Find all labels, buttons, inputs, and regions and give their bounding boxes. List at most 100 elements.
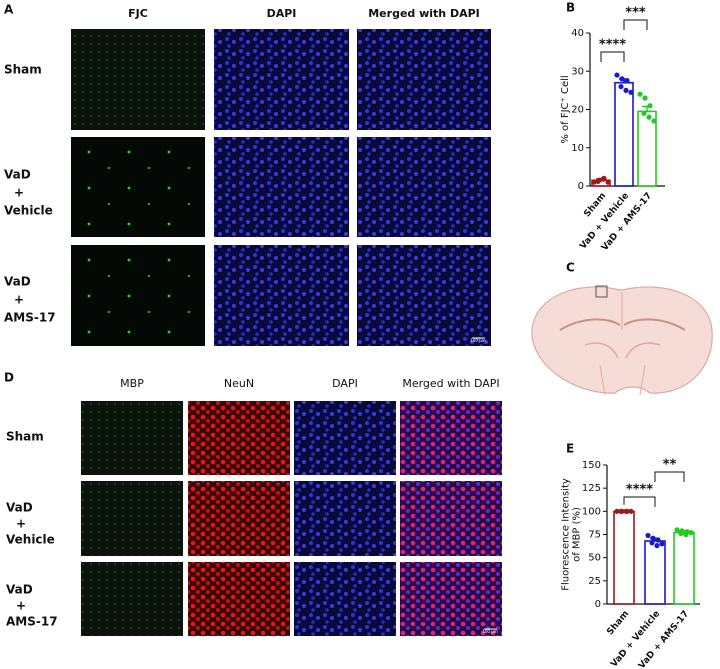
data-point xyxy=(628,508,634,514)
data-point xyxy=(647,103,653,109)
row-label: AMS-17 xyxy=(4,311,56,325)
brain-diagram xyxy=(531,285,713,396)
micrograph xyxy=(294,401,396,475)
significance-label: **** xyxy=(626,483,653,498)
significance-bracket xyxy=(623,19,648,30)
row-label: VaD xyxy=(6,501,33,515)
data-point xyxy=(619,76,625,82)
column-header: NeuN xyxy=(224,377,254,390)
column-header: Merged with DAPI xyxy=(368,7,480,20)
column-header: FJC xyxy=(128,7,148,20)
y-tick-label: 30 xyxy=(571,66,584,77)
data-point xyxy=(655,537,661,543)
panel-label: E xyxy=(566,442,574,456)
data-point xyxy=(600,176,606,182)
column-header: Merged with DAPI xyxy=(402,377,499,390)
y-axis-label: Fluorescence Intensity xyxy=(561,478,572,591)
micrograph xyxy=(71,29,205,130)
significance-bracket xyxy=(623,496,656,507)
column-header: DAPI xyxy=(332,377,358,390)
micrograph xyxy=(294,562,396,636)
y-tick-label: 0 xyxy=(595,599,601,610)
data-point xyxy=(659,541,665,547)
data-point xyxy=(641,110,647,116)
row-label: VaD xyxy=(4,275,31,289)
micrograph xyxy=(71,137,205,237)
bar xyxy=(673,531,695,605)
row-label: Vehicle xyxy=(4,204,53,218)
data-point xyxy=(618,83,624,90)
micrograph xyxy=(81,481,183,556)
significance-bracket xyxy=(654,471,685,482)
row-label: + xyxy=(14,293,24,307)
micrograph xyxy=(81,562,183,636)
significance-bracket xyxy=(600,51,625,62)
micrograph xyxy=(400,401,502,475)
data-point xyxy=(646,114,652,120)
y-axis-label: % of FJC⁺ Cell xyxy=(560,75,571,143)
scale-bar-label: 100 µm xyxy=(470,338,485,343)
data-point xyxy=(688,530,694,536)
data-point xyxy=(623,508,629,514)
panel-label: C xyxy=(566,261,575,275)
data-point xyxy=(595,178,601,185)
y-tick-label: 10 xyxy=(571,143,584,154)
data-point xyxy=(614,72,620,78)
micrograph xyxy=(214,245,349,346)
bar xyxy=(613,510,635,605)
row-label: Sham xyxy=(6,430,44,444)
micrograph xyxy=(188,562,290,636)
row-label: VaD xyxy=(6,583,33,597)
y-tick-label: 40 xyxy=(571,28,584,39)
data-point xyxy=(651,118,657,124)
row-label: AMS-17 xyxy=(6,615,58,629)
column-header: MBP xyxy=(120,377,144,390)
data-point xyxy=(605,179,611,185)
y-axis-label: of MBP (%) xyxy=(572,507,583,562)
micrograph xyxy=(214,29,349,130)
row-label: VaD xyxy=(4,168,31,182)
scale-bar-label: 100 µm xyxy=(482,629,497,634)
significance-label: *** xyxy=(625,6,646,21)
row-label: + xyxy=(16,517,26,531)
y-tick-label: 20 xyxy=(571,105,584,116)
panel-label: D xyxy=(4,371,14,385)
data-point xyxy=(649,540,655,546)
micrograph xyxy=(400,481,502,556)
significance-label: **** xyxy=(599,38,626,53)
micrograph xyxy=(294,481,396,556)
micrograph xyxy=(81,401,183,475)
y-tick-label: 25 xyxy=(588,576,601,587)
data-point xyxy=(650,535,656,541)
data-point xyxy=(674,527,680,533)
row-label: Sham xyxy=(4,63,42,77)
significance-label: ** xyxy=(663,458,677,473)
y-tick-label: 75 xyxy=(588,530,601,541)
row-label: + xyxy=(16,599,26,613)
micrograph xyxy=(71,245,205,346)
x-tick-label: VaD + AMS-17 xyxy=(637,609,691,669)
y-tick-label: 125 xyxy=(582,483,601,494)
y-tick-label: 150 xyxy=(582,460,601,471)
panel-label: B xyxy=(566,1,575,15)
row-label: + xyxy=(14,186,24,200)
data-point xyxy=(591,179,597,185)
data-point xyxy=(637,91,643,97)
column-header: DAPI xyxy=(267,7,297,20)
data-point xyxy=(628,89,634,95)
panel-label: A xyxy=(4,3,14,17)
data-point xyxy=(623,87,629,93)
data-point xyxy=(645,532,651,539)
micrograph xyxy=(357,29,491,130)
data-point xyxy=(624,78,630,84)
y-tick-label: 50 xyxy=(588,553,601,564)
data-point xyxy=(614,508,620,514)
y-tick-label: 0 xyxy=(578,181,584,192)
data-point xyxy=(642,95,648,101)
x-tick-label: Sham xyxy=(605,609,631,637)
y-tick-label: 100 xyxy=(582,506,601,517)
data-point xyxy=(654,543,660,549)
micrograph xyxy=(357,137,491,237)
row-label: Vehicle xyxy=(6,533,55,547)
